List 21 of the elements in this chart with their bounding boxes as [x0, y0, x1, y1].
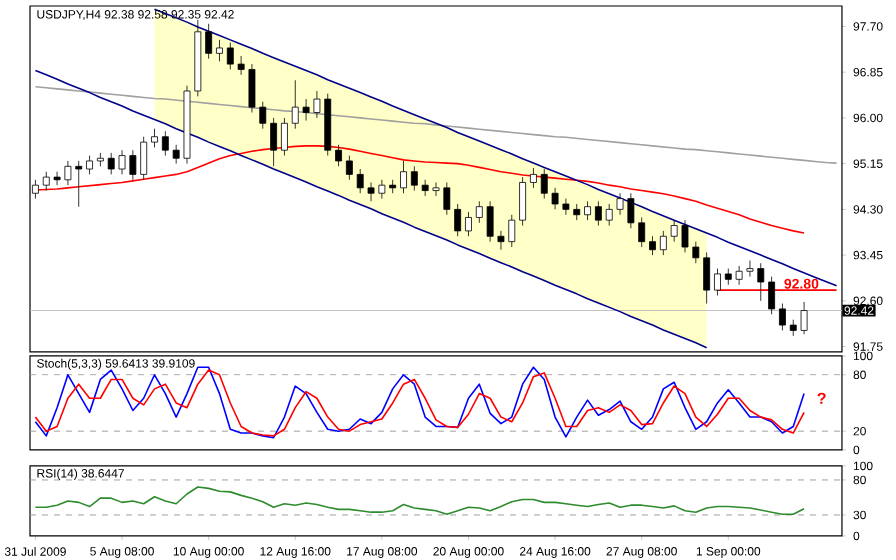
candlestick [86, 155, 93, 175]
candlestick [335, 144, 342, 167]
candlestick [216, 39, 223, 62]
candlestick [519, 176, 527, 226]
annotation: ? [817, 392, 826, 404]
candlestick [454, 203, 462, 237]
candlestick [594, 200, 602, 226]
candlestick [584, 200, 591, 221]
candlestick [270, 117, 278, 167]
candlestick [768, 276, 776, 315]
candlestick [649, 235, 656, 256]
candlestick [530, 167, 537, 189]
candlestick [151, 128, 158, 148]
candlestick [281, 117, 288, 156]
line-series [34, 486, 805, 516]
candlestick [465, 211, 472, 237]
candlestick [345, 155, 353, 181]
candlestick [714, 268, 721, 296]
candlestick [778, 303, 786, 331]
candlestick [703, 252, 711, 304]
candlestick [400, 160, 407, 194]
